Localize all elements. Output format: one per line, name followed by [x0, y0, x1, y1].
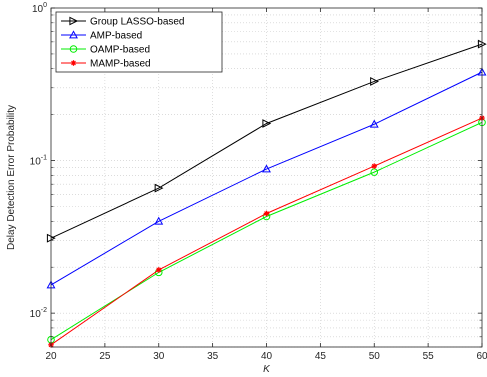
x-axis-label: K [263, 364, 271, 375]
marker-stroke [371, 163, 377, 169]
legend-entry: Group LASSO-based [61, 17, 185, 28]
x-tick-label: 50 [369, 351, 381, 362]
x-tick-label: 35 [207, 351, 219, 362]
marker-stroke [71, 60, 76, 66]
legend-entry: AMP-based [61, 30, 142, 42]
data-point [154, 216, 164, 225]
marker-stroke [156, 267, 162, 273]
x-tick-label: 20 [45, 351, 57, 362]
x-tick-label: 30 [153, 351, 165, 362]
x-tick-label: 45 [315, 351, 327, 362]
data-point [263, 210, 270, 217]
legend-label: OAMP-based [90, 45, 150, 56]
legend-entry: MAMP-based [61, 59, 151, 70]
x-tick-label: 25 [99, 351, 111, 362]
y-tick-label: 10-2 [30, 307, 47, 320]
data-point [155, 267, 162, 273]
legend: Group LASSO-based AMP-based OAMP-based MAMP… [55, 11, 223, 73]
series-line [50, 71, 483, 286]
data-point [262, 119, 272, 128]
series-1 [46, 67, 487, 289]
x-tick-label: 60 [476, 351, 487, 362]
legend-marker [70, 60, 77, 66]
data-point [370, 77, 379, 86]
series-line [50, 43, 483, 239]
ticks [50, 7, 483, 348]
x-tick-label: 55 [423, 351, 435, 362]
grid [51, 8, 482, 348]
x-tick-label: 40 [261, 351, 273, 362]
legend-label: AMP-based [90, 31, 142, 42]
y-tick-label: 100 [32, 2, 47, 15]
legend-label: MAMP-based [90, 59, 151, 70]
legend-entry: OAMP-based [61, 45, 150, 56]
data-point [262, 164, 271, 173]
data-point [371, 163, 378, 169]
y-axis-label: Delay Detection Error Probability [6, 105, 17, 250]
tick-labels: 20 25 30 35 40 45 50 55 60 10-2 10-1 100 [30, 2, 487, 362]
legend-marker [69, 30, 78, 39]
series-layer [46, 39, 487, 348]
y-tick-label: 10-1 [30, 155, 47, 168]
data-point [369, 119, 379, 128]
legend-marker [69, 16, 79, 26]
legend-box [55, 11, 223, 73]
data-point [154, 183, 164, 193]
legend-marker [69, 45, 78, 53]
legend-label: Group LASSO-based [90, 17, 185, 28]
marker-stroke [264, 211, 269, 216]
